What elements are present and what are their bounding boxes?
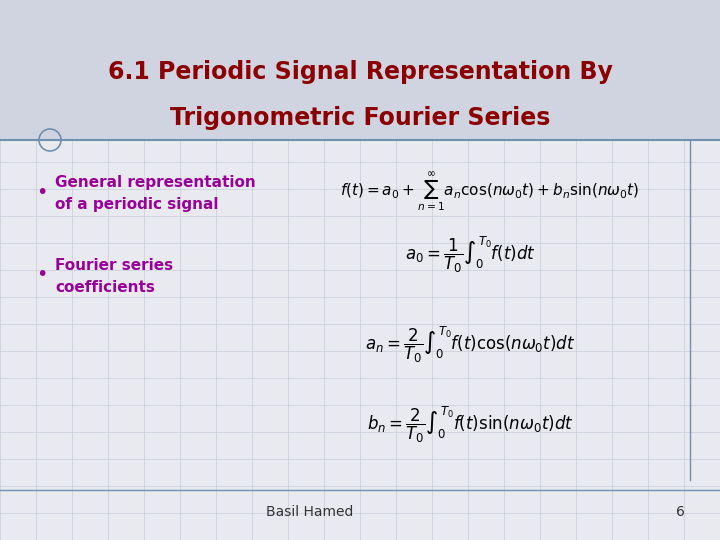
Text: •: •: [36, 183, 48, 201]
Text: 6: 6: [675, 505, 685, 519]
Text: of a periodic signal: of a periodic signal: [55, 198, 218, 213]
Text: $b_n=\dfrac{2}{T_0}\int_0^{T_0}f(t)\sin(n\omega_0 t)dt$: $b_n=\dfrac{2}{T_0}\int_0^{T_0}f(t)\sin(…: [366, 404, 573, 445]
Text: $a_n=\dfrac{2}{T_0}\int_0^{T_0}f(t)\cos(n\omega_0 t)dt$: $a_n=\dfrac{2}{T_0}\int_0^{T_0}f(t)\cos(…: [365, 325, 575, 366]
Text: •: •: [36, 266, 48, 285]
Text: $f(t)=a_0+\sum_{n=1}^{\infty}a_n\cos(n\omega_0 t)+b_n\sin(n\omega_0 t)$: $f(t)=a_0+\sum_{n=1}^{\infty}a_n\cos(n\o…: [341, 170, 639, 214]
FancyBboxPatch shape: [0, 0, 720, 140]
Text: Trigonometric Fourier Series: Trigonometric Fourier Series: [170, 106, 550, 130]
Text: General representation: General representation: [55, 174, 256, 190]
Text: 6.1 Periodic Signal Representation By: 6.1 Periodic Signal Representation By: [107, 60, 613, 84]
Text: $a_0=\dfrac{1}{T_0}\int_0^{T_0}f(t)dt$: $a_0=\dfrac{1}{T_0}\int_0^{T_0}f(t)dt$: [405, 234, 536, 275]
Text: Fourier series: Fourier series: [55, 258, 173, 273]
Text: coefficients: coefficients: [55, 280, 155, 295]
Text: Basil Hamed: Basil Hamed: [266, 505, 354, 519]
